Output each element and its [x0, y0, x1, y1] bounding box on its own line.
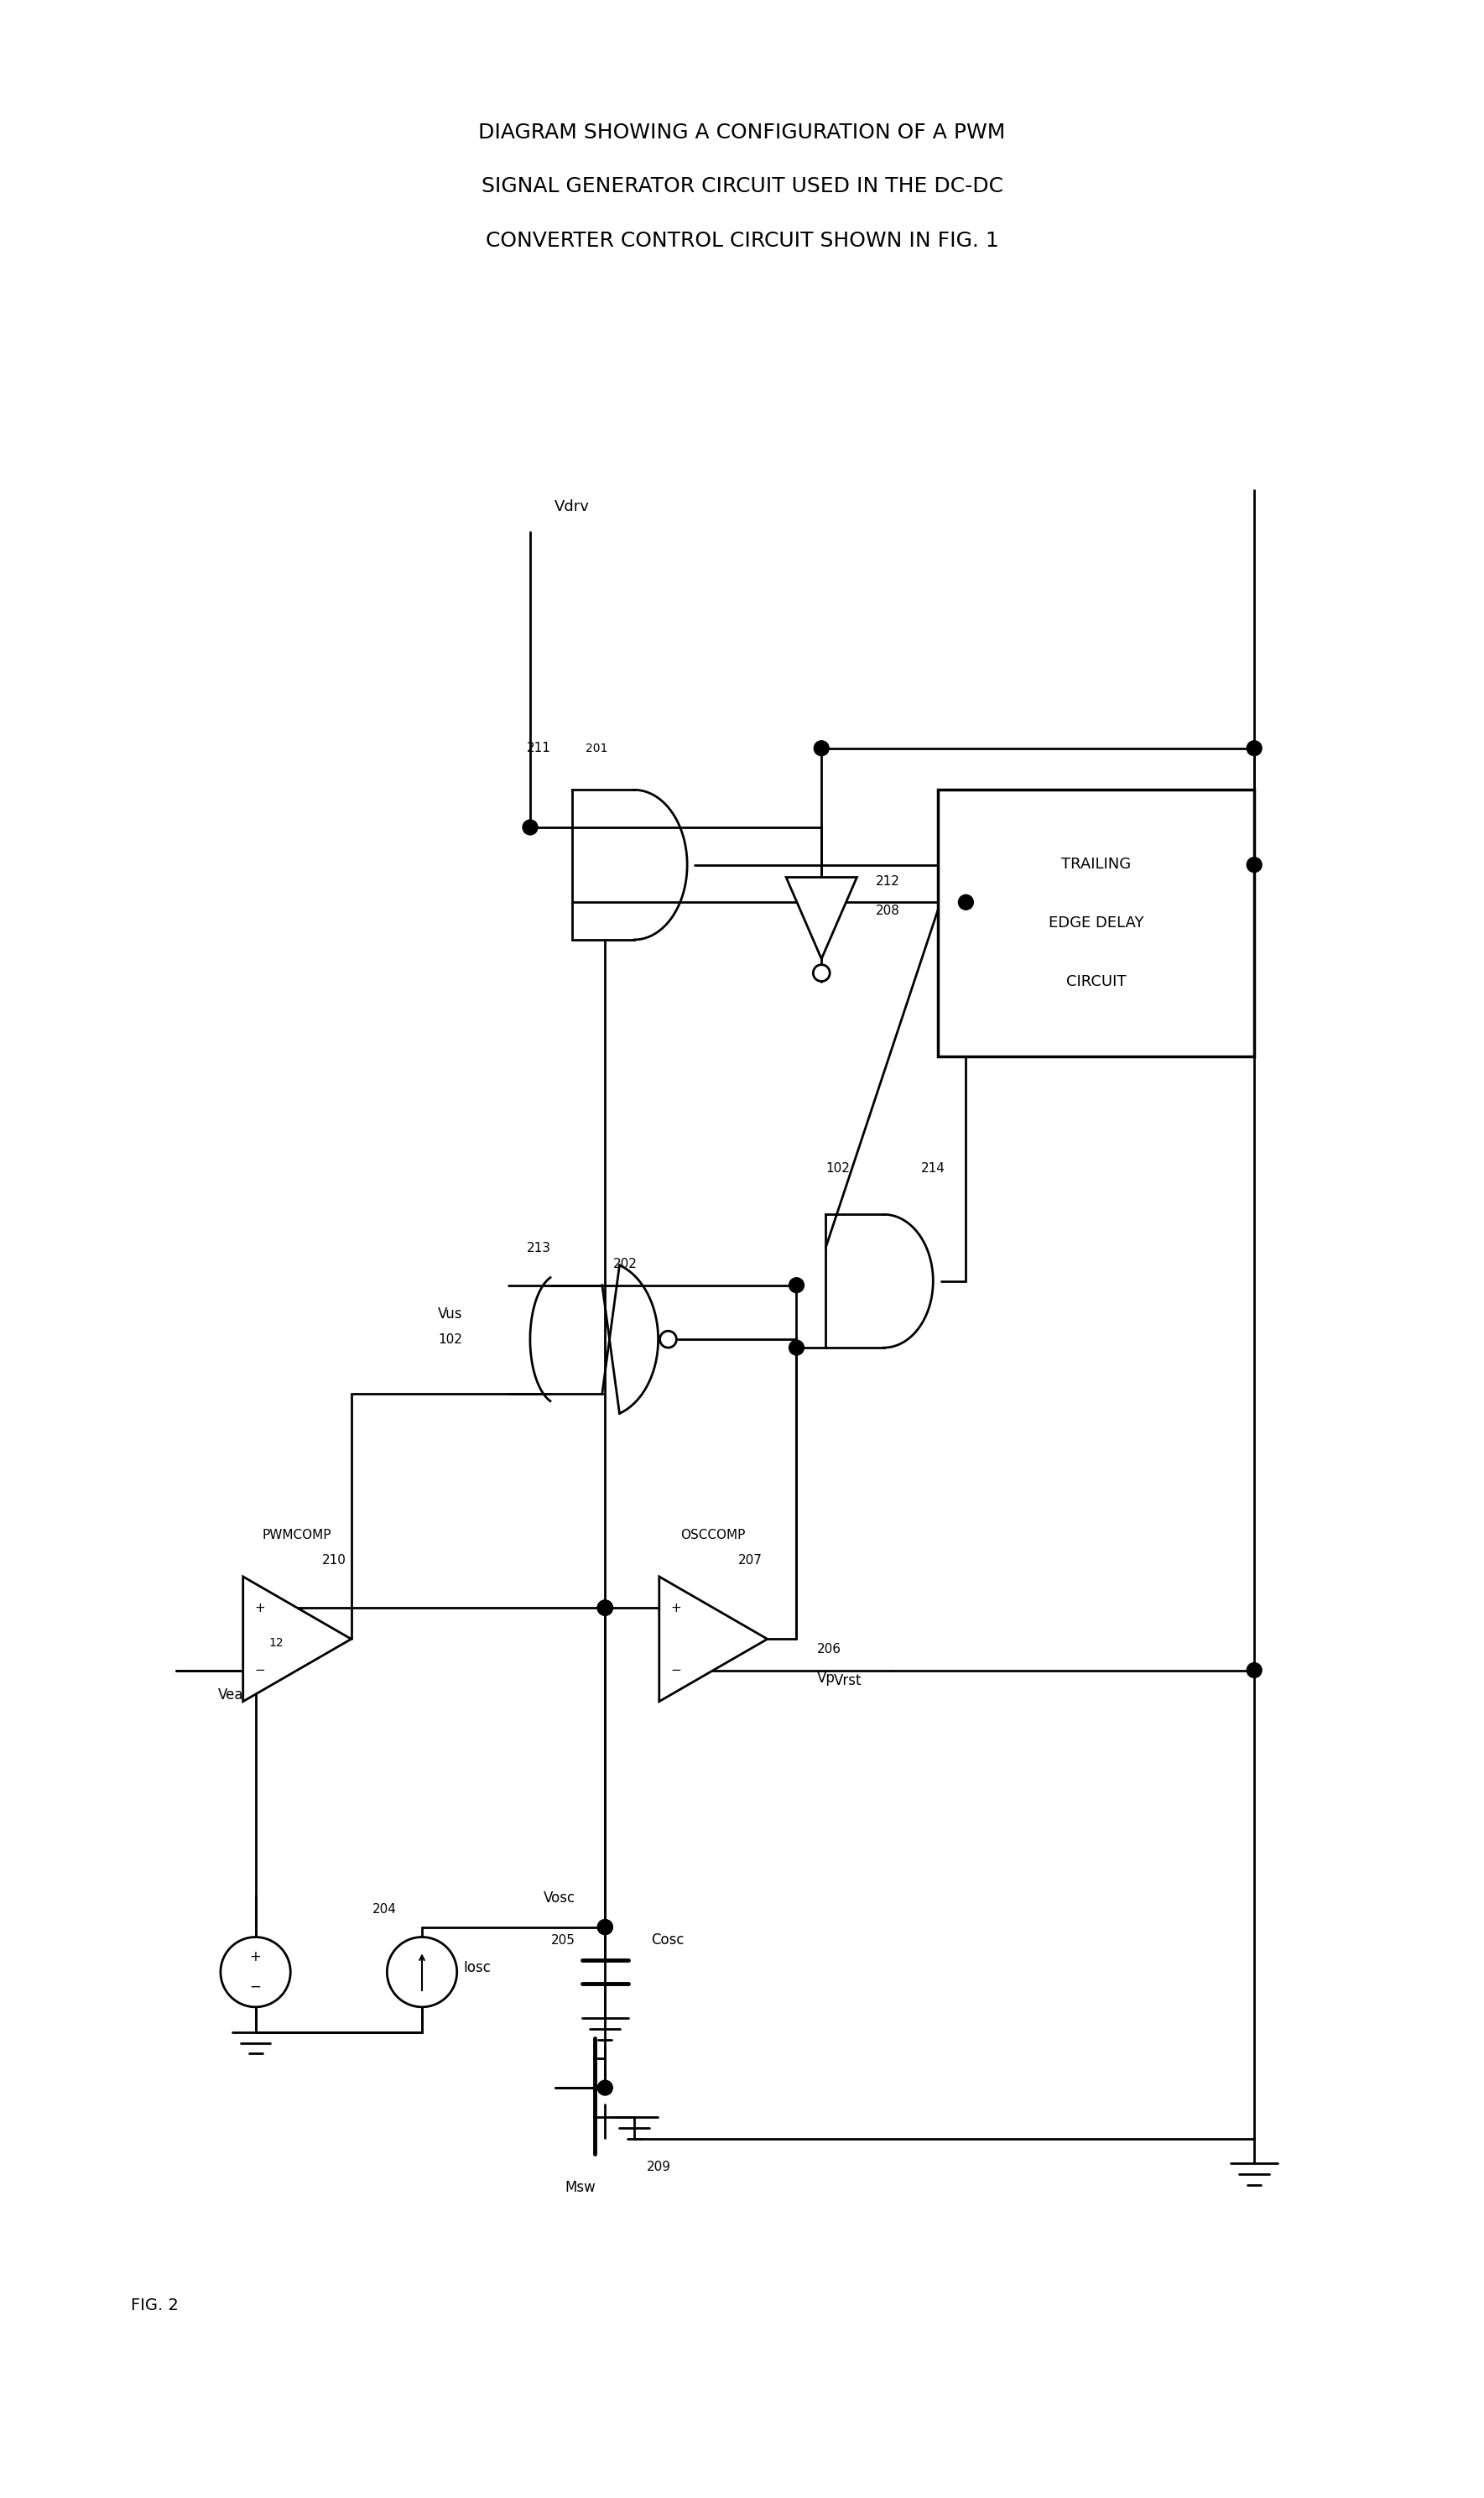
Text: 201: 201	[586, 742, 608, 754]
Circle shape	[1247, 1664, 1261, 1679]
Text: 202: 202	[613, 1259, 638, 1271]
Text: −: −	[249, 1978, 261, 1993]
Circle shape	[598, 1601, 613, 1616]
Text: +: +	[249, 1948, 261, 1963]
Text: Msw: Msw	[565, 2181, 595, 2196]
Polygon shape	[659, 1576, 767, 1701]
Text: FIG. 2: FIG. 2	[131, 2298, 178, 2313]
Text: OSCCOMP: OSCCOMP	[681, 1529, 746, 1541]
Text: 213: 213	[527, 1242, 551, 1254]
Text: +: +	[671, 1601, 681, 1614]
Text: 204: 204	[372, 1903, 396, 1916]
Text: 210: 210	[322, 1554, 346, 1566]
Text: DIAGRAM SHOWING A CONFIGURATION OF A PWM: DIAGRAM SHOWING A CONFIGURATION OF A PWM	[478, 122, 1006, 142]
Text: 12: 12	[269, 1636, 283, 1649]
Bar	[938, 789, 1254, 1057]
Text: 208: 208	[876, 904, 899, 917]
Text: −: −	[671, 1664, 681, 1676]
Text: CONVERTER CONTROL CIRCUIT SHOWN IN FIG. 1: CONVERTER CONTROL CIRCUIT SHOWN IN FIG. …	[485, 230, 999, 250]
Text: 205: 205	[551, 1933, 576, 1946]
Circle shape	[789, 1276, 804, 1291]
Text: Vrst: Vrst	[834, 1674, 862, 1689]
Text: Cosc: Cosc	[651, 1933, 684, 1948]
Text: TRAILING: TRAILING	[1061, 857, 1131, 872]
Text: 214: 214	[922, 1162, 945, 1174]
Text: 209: 209	[647, 2161, 671, 2173]
Text: Vosc: Vosc	[543, 1891, 576, 1906]
Polygon shape	[787, 877, 856, 959]
Circle shape	[815, 742, 830, 757]
Circle shape	[660, 1331, 677, 1346]
Text: Iosc: Iosc	[463, 1961, 491, 1976]
Circle shape	[598, 1918, 613, 1933]
Text: SIGNAL GENERATOR CIRCUIT USED IN THE DC-DC: SIGNAL GENERATOR CIRCUIT USED IN THE DC-…	[481, 177, 1003, 197]
Circle shape	[387, 1936, 457, 2006]
Text: Vp: Vp	[818, 1671, 835, 1686]
Text: 207: 207	[738, 1554, 763, 1566]
Polygon shape	[243, 1576, 352, 1701]
Circle shape	[598, 2081, 613, 2096]
Text: 211: 211	[527, 742, 551, 754]
Circle shape	[598, 1918, 613, 1933]
Text: −: −	[254, 1664, 266, 1676]
Circle shape	[789, 1339, 804, 1354]
Text: 212: 212	[876, 874, 899, 887]
Circle shape	[1247, 742, 1261, 757]
Text: Vus: Vus	[438, 1306, 463, 1321]
Circle shape	[221, 1936, 291, 2006]
Text: Vdrv: Vdrv	[554, 500, 589, 515]
Circle shape	[598, 1601, 613, 1616]
Text: EDGE DELAY: EDGE DELAY	[1049, 917, 1144, 932]
Text: CIRCUIT: CIRCUIT	[1066, 974, 1126, 989]
Circle shape	[813, 964, 830, 982]
Circle shape	[598, 1601, 613, 1616]
Text: +: +	[254, 1601, 266, 1614]
Circle shape	[959, 894, 974, 909]
Text: PWMCOMP: PWMCOMP	[263, 1529, 332, 1541]
Text: 102: 102	[438, 1334, 463, 1346]
Text: 206: 206	[818, 1644, 841, 1656]
Circle shape	[522, 819, 537, 834]
Text: 102: 102	[827, 1162, 850, 1174]
Text: Vea: Vea	[218, 1689, 243, 1704]
Circle shape	[1247, 857, 1261, 872]
Circle shape	[598, 1601, 613, 1616]
